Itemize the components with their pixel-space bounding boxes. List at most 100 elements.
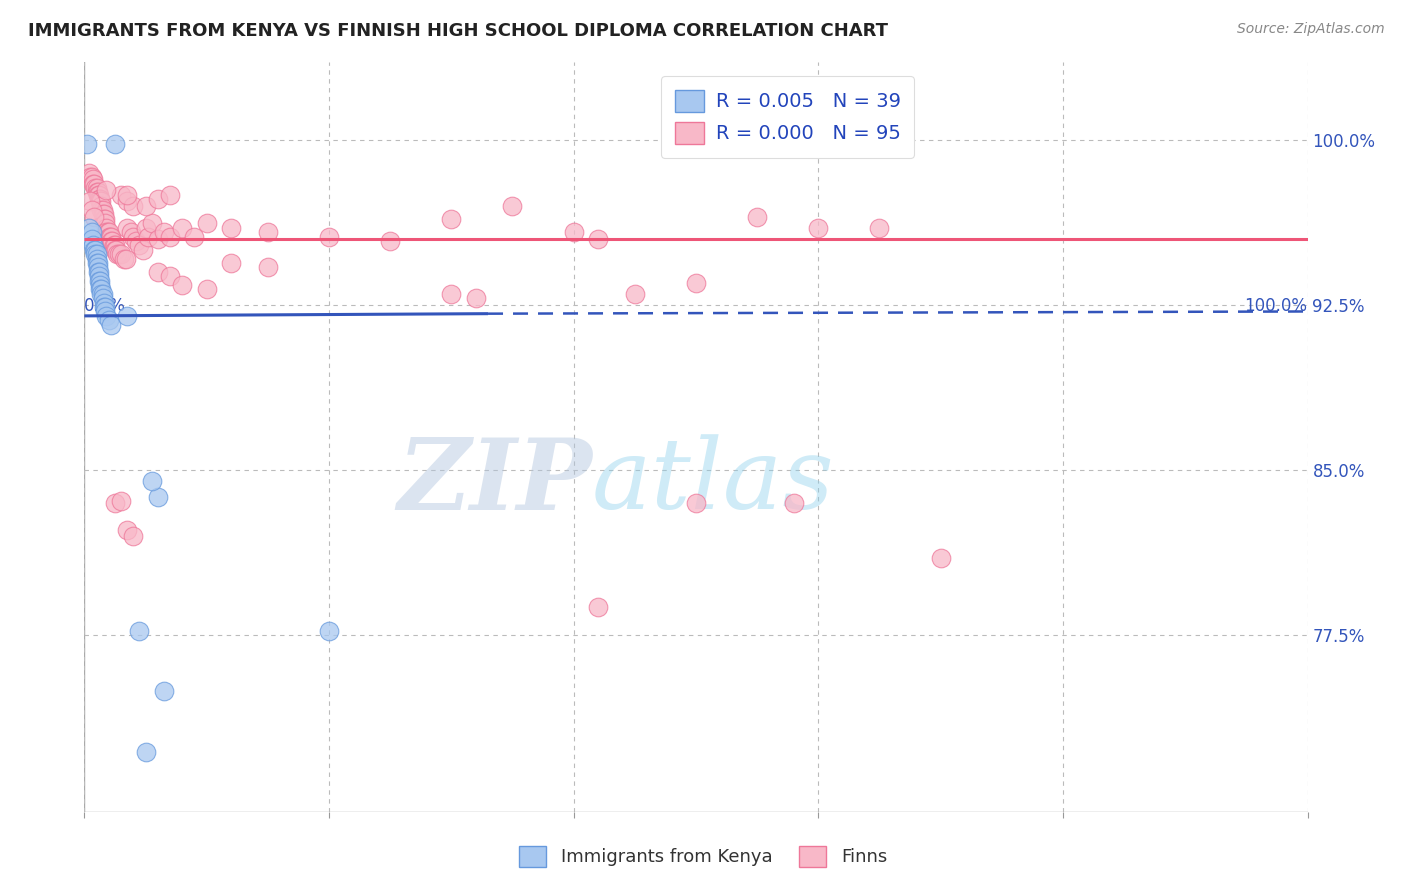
Point (96, 183, 118, 197)
Point (89, 282, 111, 296)
Point (183, 229, 205, 244)
Point (104, 243, 127, 257)
Point (80, 232, 103, 246)
Point (80, 169, 103, 184)
Point (77, 166, 100, 180)
Point (90, 203, 112, 218)
Text: ZIP: ZIP (396, 434, 592, 530)
Point (110, 247, 132, 261)
Point (141, 474, 163, 488)
Point (783, 496, 806, 510)
Point (86, 181, 108, 195)
Point (146, 232, 169, 246)
Text: Source: ZipAtlas.com: Source: ZipAtlas.com (1237, 22, 1385, 37)
Point (101, 234, 124, 248)
Point (96, 309, 118, 323)
Point (685, 496, 707, 510)
Point (83, 243, 105, 257)
Point (89, 192, 111, 206)
Point (120, 225, 142, 239)
Point (90, 199, 112, 213)
Point (257, 260, 280, 275)
Point (135, 199, 157, 213)
Point (135, 745, 157, 759)
Point (83, 177, 105, 191)
Point (86, 252, 108, 266)
Point (100, 234, 122, 248)
Point (82, 172, 104, 186)
Point (135, 220, 157, 235)
Point (91, 203, 114, 218)
Point (97, 225, 120, 239)
Point (128, 624, 150, 638)
Point (84, 243, 107, 257)
Point (86, 247, 108, 261)
Point (97, 225, 120, 239)
Point (89, 278, 111, 293)
Point (87, 260, 110, 275)
Point (100, 318, 122, 332)
Point (146, 192, 169, 206)
Point (103, 238, 125, 252)
Point (110, 187, 132, 202)
Point (122, 229, 145, 244)
Point (77, 220, 100, 235)
Point (80, 203, 103, 218)
Point (172, 220, 194, 235)
Point (87, 192, 110, 206)
Point (159, 229, 181, 244)
Point (153, 225, 176, 239)
Point (929, 551, 952, 566)
Point (219, 220, 242, 235)
Point (105, 247, 128, 261)
Point (86, 186, 108, 200)
Point (100, 229, 122, 244)
Point (146, 265, 169, 279)
Point (94, 211, 117, 226)
Point (115, 252, 138, 266)
Point (82, 238, 104, 252)
Point (89, 194, 111, 209)
Point (122, 529, 145, 543)
Point (90, 282, 112, 296)
Point (79, 194, 101, 209)
Point (132, 243, 155, 257)
Legend: Immigrants from Kenya, Finns: Immigrants from Kenya, Finns (512, 838, 894, 874)
Point (87, 187, 110, 202)
Point (562, 225, 585, 239)
Point (97, 313, 120, 327)
Point (115, 309, 138, 323)
Point (89, 274, 111, 288)
Point (141, 216, 163, 230)
Point (93, 295, 115, 310)
Point (91, 207, 114, 221)
Point (87, 274, 110, 288)
Point (84, 247, 107, 261)
Point (380, 234, 402, 248)
Point (122, 199, 145, 213)
Point (115, 523, 138, 537)
Point (90, 194, 112, 209)
Point (115, 220, 138, 235)
Point (464, 291, 486, 305)
Point (87, 265, 110, 279)
Point (90, 286, 112, 301)
Point (136, 229, 159, 244)
Point (104, 496, 127, 510)
Point (586, 232, 609, 246)
Point (318, 624, 340, 638)
Point (586, 599, 609, 614)
Point (91, 291, 114, 305)
Point (87, 186, 110, 200)
Text: 0.0%: 0.0% (84, 297, 127, 315)
Point (685, 276, 707, 290)
Point (104, 136, 127, 151)
Point (87, 265, 110, 279)
Point (84, 181, 107, 195)
Point (110, 494, 132, 508)
Point (115, 187, 138, 202)
Point (747, 210, 769, 224)
Point (807, 220, 830, 235)
Point (96, 220, 118, 235)
Point (624, 286, 647, 301)
